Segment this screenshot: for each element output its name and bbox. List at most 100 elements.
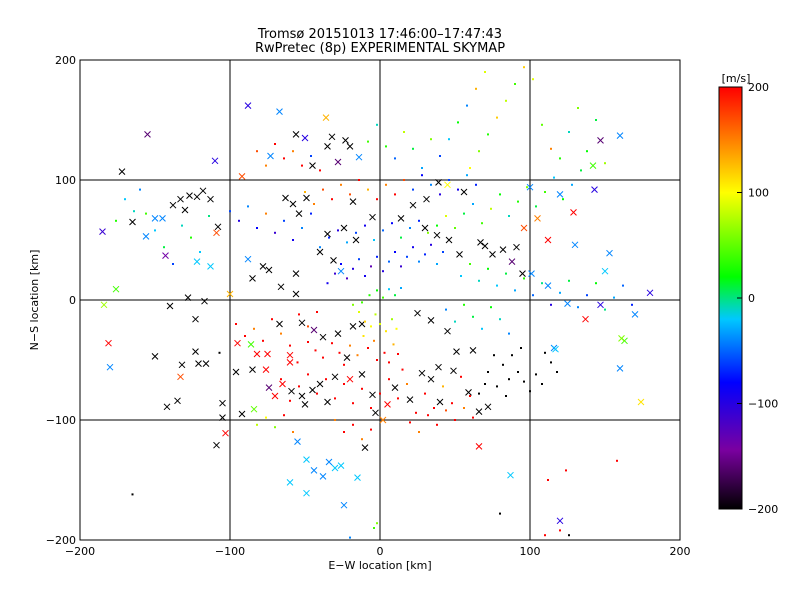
echo-cross-marker xyxy=(349,323,357,330)
echo-cross-marker xyxy=(631,311,639,318)
echo-dot-marker xyxy=(415,411,417,414)
echo-cross-marker xyxy=(213,229,220,237)
echo-dot-marker xyxy=(133,210,135,213)
echo-dot-marker xyxy=(367,140,369,143)
echo-cross-marker xyxy=(397,215,405,222)
echo-cross-marker xyxy=(349,198,357,205)
echo-dot-marker xyxy=(376,255,378,258)
echo-dot-marker xyxy=(181,224,183,227)
echo-dot-marker xyxy=(358,179,360,181)
y-tick-label: 0 xyxy=(69,294,76,307)
echo-dot-marker xyxy=(490,306,492,309)
echo-dot-marker xyxy=(517,371,519,373)
echo-dot-marker xyxy=(550,361,552,364)
echo-cross-marker xyxy=(646,289,654,297)
echo-dot-marker xyxy=(328,236,330,239)
echo-cross-marker xyxy=(475,408,483,415)
echo-dot-marker xyxy=(319,246,321,249)
echo-dot-marker xyxy=(301,164,303,167)
echo-cross-marker xyxy=(601,267,609,275)
echo-dot-marker xyxy=(541,123,543,126)
echo-cross-marker xyxy=(282,194,289,202)
echo-cross-marker xyxy=(352,236,360,244)
echo-cross-marker xyxy=(298,319,306,327)
echo-dot-marker xyxy=(331,342,333,345)
echo-dot-marker xyxy=(265,164,267,167)
echo-dot-marker xyxy=(397,397,399,400)
echo-dot-marker xyxy=(244,335,246,337)
echo-dot-marker xyxy=(430,243,432,246)
echo-cross-marker xyxy=(343,354,351,361)
echo-cross-marker xyxy=(118,168,126,175)
echo-dot-marker xyxy=(412,246,414,249)
echo-cross-marker xyxy=(340,224,348,232)
echo-cross-marker xyxy=(618,335,625,342)
echo-cross-marker xyxy=(244,102,252,109)
echo-cross-marker xyxy=(354,474,361,481)
x-tick-label: 0 xyxy=(377,545,384,558)
echo-dot-marker xyxy=(445,308,447,311)
echo-dot-marker xyxy=(403,179,405,181)
echo-dot-marker xyxy=(487,267,489,270)
data-points xyxy=(99,66,654,539)
echo-dot-marker xyxy=(208,215,210,217)
echo-cross-marker xyxy=(526,183,534,191)
echo-dot-marker xyxy=(523,380,525,383)
echo-cross-marker xyxy=(129,218,136,226)
echo-cross-marker xyxy=(309,386,316,394)
echo-cross-marker xyxy=(144,131,151,138)
echo-dot-marker xyxy=(394,294,396,297)
echo-cross-marker xyxy=(346,143,354,150)
echo-dot-marker xyxy=(364,224,366,227)
echo-cross-marker xyxy=(508,258,516,265)
echo-dot-marker xyxy=(463,303,465,306)
echo-cross-marker xyxy=(181,206,189,214)
echo-cross-marker xyxy=(556,191,564,198)
echo-dot-marker xyxy=(334,419,336,421)
echo-dot-marker xyxy=(256,150,258,153)
echo-dot-marker xyxy=(352,402,354,405)
echo-cross-marker xyxy=(330,257,337,264)
echo-cross-marker xyxy=(379,416,387,424)
echo-dot-marker xyxy=(568,534,570,537)
echo-dot-marker xyxy=(370,428,372,431)
echo-dot-marker xyxy=(280,378,282,381)
echo-cross-marker xyxy=(106,363,114,371)
grid-lines xyxy=(80,60,680,540)
echo-cross-marker xyxy=(316,380,324,388)
echo-dot-marker xyxy=(523,66,525,69)
echo-cross-marker xyxy=(207,195,214,203)
echo-cross-marker xyxy=(265,384,273,391)
echo-dot-marker xyxy=(460,375,462,378)
echo-dot-marker xyxy=(577,107,579,109)
echo-dot-marker xyxy=(472,416,474,419)
echo-dot-marker xyxy=(505,395,507,397)
echo-dot-marker xyxy=(586,150,588,153)
echo-dot-marker xyxy=(514,289,516,292)
echo-dot-marker xyxy=(364,275,366,277)
echo-dot-marker xyxy=(313,203,315,205)
echo-dot-marker xyxy=(448,179,450,181)
echo-cross-marker xyxy=(435,179,442,186)
echo-cross-marker xyxy=(192,315,199,323)
echo-dot-marker xyxy=(397,353,399,355)
echo-cross-marker xyxy=(276,320,283,328)
echo-cross-marker xyxy=(177,373,184,381)
echo-dot-marker xyxy=(580,169,582,172)
echo-cross-marker xyxy=(253,350,261,358)
echo-dot-marker xyxy=(466,104,468,107)
echo-cross-marker xyxy=(406,396,414,403)
echo-cross-marker xyxy=(358,371,366,378)
echo-dot-marker xyxy=(424,253,426,256)
echo-dot-marker xyxy=(385,183,387,186)
echo-dot-marker xyxy=(376,198,378,201)
echo-dot-marker xyxy=(559,291,561,294)
echo-dot-marker xyxy=(343,431,345,433)
echo-dot-marker xyxy=(526,186,528,189)
echo-cross-marker xyxy=(369,213,376,221)
echo-dot-marker xyxy=(493,354,495,357)
echo-dot-marker xyxy=(274,143,276,145)
echo-dot-marker xyxy=(394,251,396,253)
echo-cross-marker xyxy=(105,339,112,347)
